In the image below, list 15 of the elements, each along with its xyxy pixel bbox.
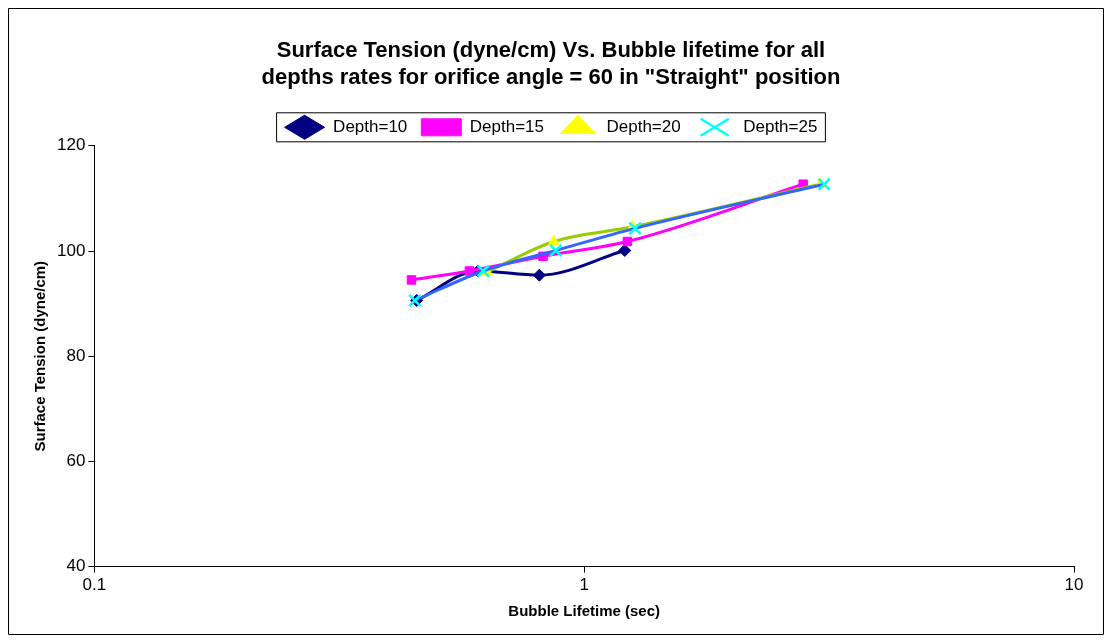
legend-label: Depth=10 — [333, 116, 408, 136]
legend-label: Depth=15 — [469, 116, 544, 136]
x-tick-label: 1 — [579, 575, 589, 595]
y-tick-label: 40 — [66, 556, 86, 576]
y-axis-title: Surface Tension (dyne/cm) — [31, 260, 49, 452]
y-tick-label: 80 — [66, 345, 86, 365]
x-axis-title: Bubble Lifetime (sec) — [508, 602, 661, 620]
x-tick-label: 0.1 — [82, 575, 107, 595]
y-tick-label: 60 — [66, 451, 86, 471]
y-tick-label: 120 — [56, 135, 86, 155]
legend-label: Depth=25 — [743, 116, 818, 136]
chart-title: Surface Tension (dyne/cm) Vs. Bubble lifetime for all depths rates for orifice angle = 60 in "Straight" position — [261, 37, 841, 89]
x-tick-label: 10 — [1064, 575, 1084, 595]
y-tick-label: 100 — [56, 240, 86, 260]
legend-label: Depth=20 — [606, 116, 681, 136]
